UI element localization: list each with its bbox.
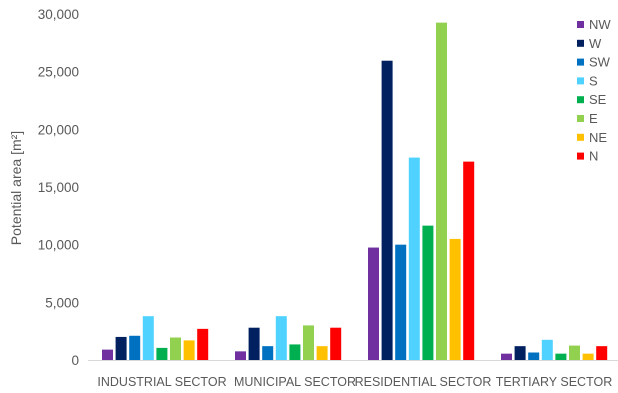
bar-se-1 xyxy=(156,347,168,360)
legend-label-e: E xyxy=(589,111,598,126)
legend-label-n: N xyxy=(589,149,598,164)
bar-e-2 xyxy=(303,325,314,360)
x-category-label: MUNICIPAL SECTOR xyxy=(234,375,356,389)
bar-ne-4 xyxy=(582,353,594,360)
bar-n-3 xyxy=(463,161,475,360)
legend-swatch-w xyxy=(577,39,584,47)
y-axis-label: Potential area [m²] xyxy=(8,131,24,245)
bar-w-2 xyxy=(248,327,260,360)
bar-w-3 xyxy=(381,60,393,361)
y-tick-label: 5,000 xyxy=(45,295,79,310)
legend-label-s: S xyxy=(589,73,598,88)
legend-label-sw: SW xyxy=(589,55,611,70)
y-tick-label: 10,000 xyxy=(38,238,79,253)
bar-e-3 xyxy=(436,22,447,361)
bar-nw-4 xyxy=(501,353,512,360)
bar-se-3 xyxy=(422,225,434,360)
bar-ne-2 xyxy=(316,346,328,360)
bar-n-1 xyxy=(197,328,209,360)
bar-se-2 xyxy=(289,344,301,360)
bar-nw-3 xyxy=(368,247,379,360)
legend-swatch-e xyxy=(577,115,584,122)
bar-nw-2 xyxy=(235,351,246,360)
y-tick-label: 0 xyxy=(71,353,79,368)
bar-sw-3 xyxy=(395,244,407,360)
bar-n-2 xyxy=(330,327,342,360)
x-category-label: TERTIARY SECTOR xyxy=(496,375,612,389)
legend-label-se: SE xyxy=(589,92,607,107)
bar-s-4 xyxy=(541,339,553,360)
bar-w-4 xyxy=(514,346,526,360)
legend-swatch-s xyxy=(577,77,584,85)
bar-ne-3 xyxy=(449,238,461,360)
bar-w-1 xyxy=(115,336,127,360)
bar-s-1 xyxy=(142,316,154,360)
legend-label-nw: NW xyxy=(589,17,611,32)
bar-sw-4 xyxy=(528,352,540,360)
legend-label-ne: NE xyxy=(589,130,607,145)
legend-swatch-ne xyxy=(577,133,584,141)
bar-s-3 xyxy=(408,157,420,360)
bar-e-1 xyxy=(170,337,181,360)
bar-sw-1 xyxy=(129,335,141,360)
legend-swatch-se xyxy=(577,96,584,104)
y-tick-label: 25,000 xyxy=(38,65,79,80)
y-axis-ticks: 0 5,000 10,000 15,000 20,000 25,000 30,000 xyxy=(38,7,79,368)
legend-swatch-sw xyxy=(577,58,584,66)
legend-label-w: W xyxy=(589,36,602,51)
x-axis-categories: INDUSTRIAL SECTOR MUNICIPAL SECTORRESIDEN… xyxy=(97,375,612,389)
bar-nw-1 xyxy=(102,349,113,360)
legend: NW W SW S SE E NE N xyxy=(577,17,611,164)
legend-swatch-n xyxy=(577,152,584,160)
x-category-label: INDUSTRIAL SECTOR xyxy=(97,375,226,389)
bar-s-2 xyxy=(275,316,287,360)
bar-sw-2 xyxy=(262,346,274,360)
bar-ne-1 xyxy=(183,340,195,360)
bar-n-4 xyxy=(596,346,608,360)
y-tick-label: 20,000 xyxy=(38,122,79,137)
legend-swatch-nw xyxy=(577,21,584,28)
y-tick-label: 30,000 xyxy=(38,7,79,22)
x-category-label: RESIDENTIAL SECTOR xyxy=(355,375,492,389)
bar-se-4 xyxy=(555,353,567,360)
y-tick-label: 15,000 xyxy=(38,180,79,195)
bar-e-4 xyxy=(569,345,580,360)
bars xyxy=(102,22,608,361)
